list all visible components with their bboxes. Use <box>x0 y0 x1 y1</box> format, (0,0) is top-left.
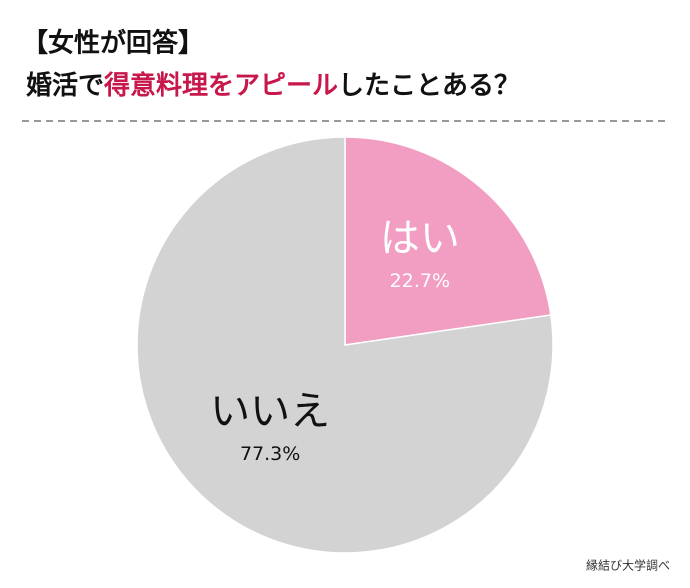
source-note: 縁結び大学調べ <box>586 558 670 573</box>
slice-value-label: 22.7% <box>390 270 450 292</box>
chart-title: 【女性が回答】 <box>22 28 204 59</box>
pie: はい 22.7% いいえ 77.3% <box>136 136 554 554</box>
slice-label: はい <box>380 215 460 261</box>
pie-slice <box>136 136 554 554</box>
pie-slice <box>344 136 552 346</box>
slice-label: いいえ <box>210 389 330 435</box>
subtitle-part: したことある？ <box>338 71 520 101</box>
slice-value-label: 77.3% <box>240 443 300 465</box>
subtitle-part: 婚活で <box>26 71 104 101</box>
subtitle-highlight: 得意料理をアピール <box>103 70 338 101</box>
chart-subtitle: 婚活で得意料理をアピールしたことある？ <box>26 70 520 101</box>
